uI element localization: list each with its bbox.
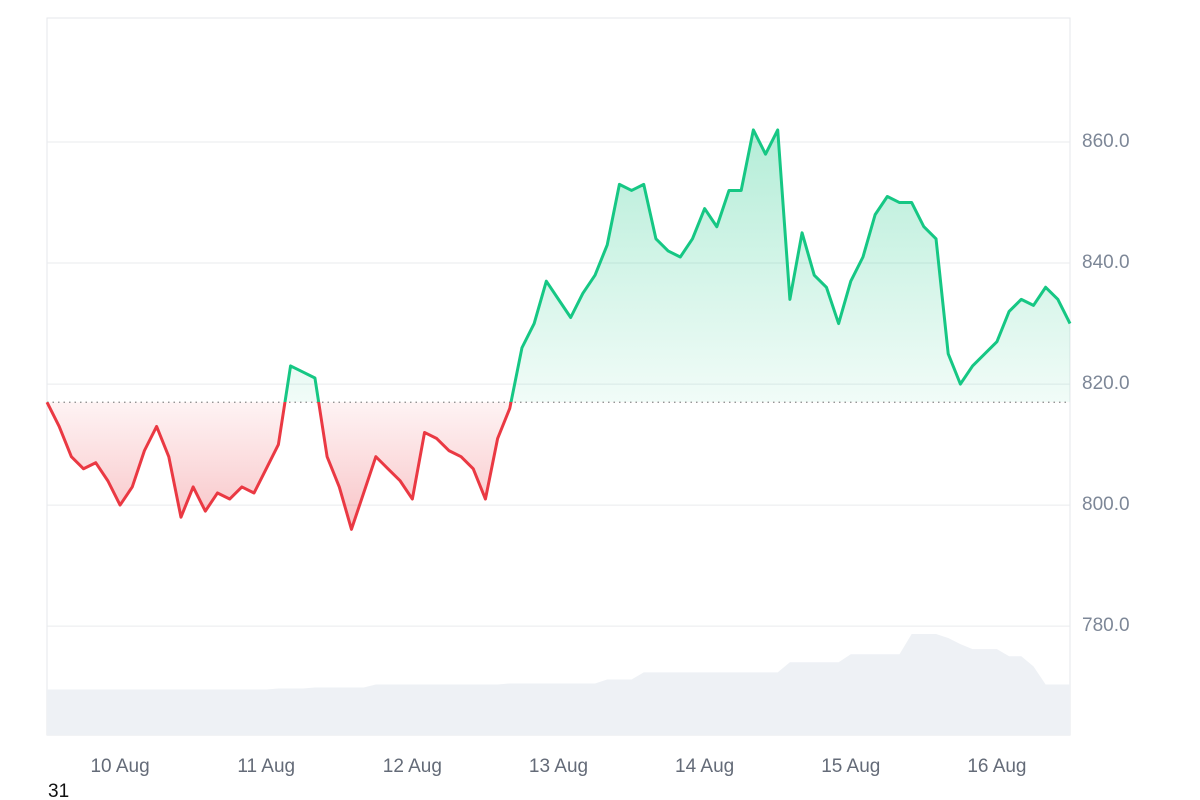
x-tick-label: 16 Aug xyxy=(967,756,1026,777)
annotation: 31 xyxy=(48,781,69,800)
volume-area xyxy=(47,634,1070,735)
price-area xyxy=(47,129,1070,530)
y-tick-label: 820.0 xyxy=(1082,373,1130,394)
y-tick-label: 840.0 xyxy=(1082,252,1130,273)
x-tick-label: 15 Aug xyxy=(821,756,880,777)
x-tick-label: 14 Aug xyxy=(675,756,734,777)
y-tick-label: 780.0 xyxy=(1082,615,1130,636)
x-tick-label: 10 Aug xyxy=(90,756,149,777)
price-line xyxy=(45,128,1072,531)
y-tick-label: 800.0 xyxy=(1082,494,1130,515)
x-tick-label: 12 Aug xyxy=(383,756,442,777)
y-tick-label: 860.0 xyxy=(1082,131,1130,152)
x-tick-label: 13 Aug xyxy=(529,756,588,777)
x-tick-label: 11 Aug xyxy=(237,756,295,777)
